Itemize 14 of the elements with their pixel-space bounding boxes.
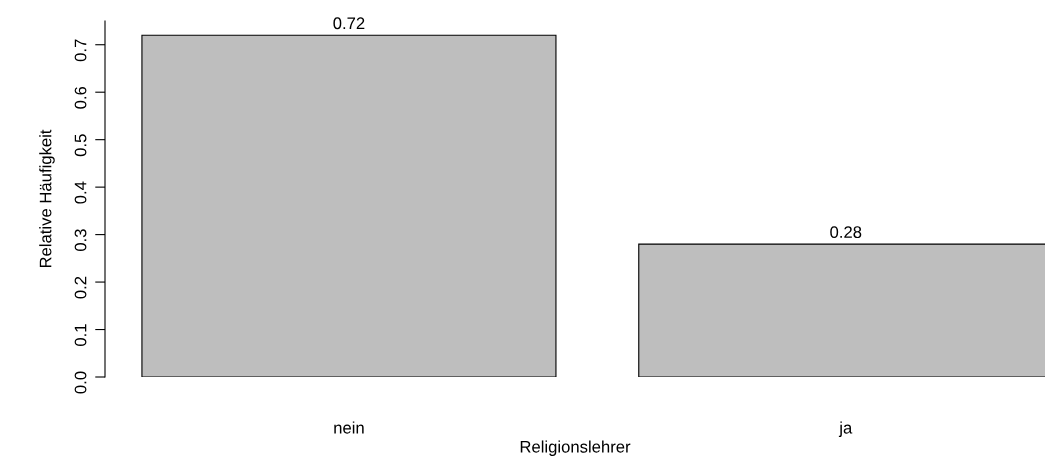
y-axis-title: Relative Häufigkeit [39, 129, 55, 268]
y-tick-label: 0.7 [74, 39, 87, 62]
data-label: 0.72 [333, 17, 365, 30]
x-axis-title: Religionslehrer [520, 440, 631, 456]
y-tick-label: 0.2 [74, 276, 87, 299]
y-tick-label: 0.1 [74, 324, 87, 347]
y-tick-label: 0.0 [74, 371, 87, 394]
y-tick-label: 0.6 [74, 86, 87, 109]
x-tick-label: nein [334, 421, 364, 434]
x-tick-label: ja [838, 421, 853, 437]
y-tick-label: 0.5 [74, 134, 87, 157]
y-tick-label: 0.4 [74, 181, 87, 204]
y-tick-label: 0.3 [74, 229, 87, 252]
data-label: 0.28 [830, 226, 862, 239]
